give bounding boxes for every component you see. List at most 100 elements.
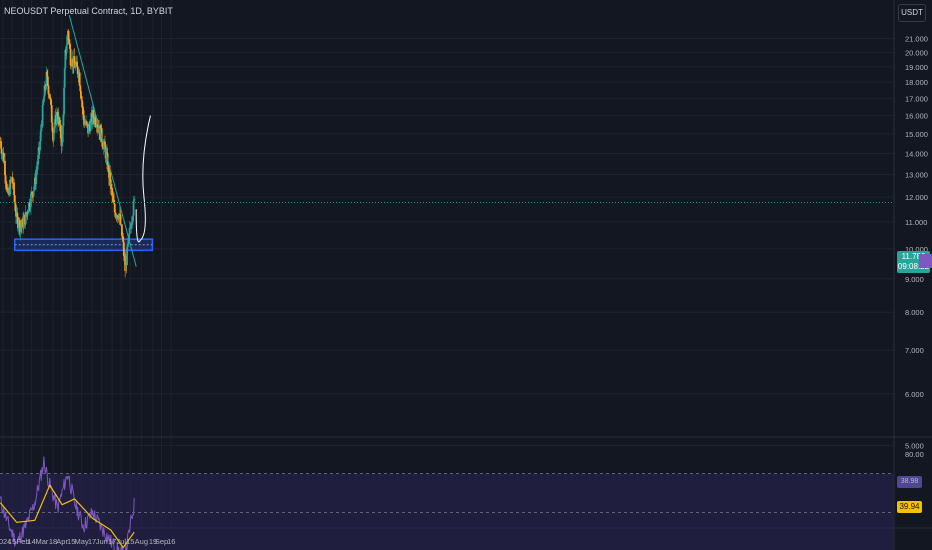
alert-flag-icon[interactable] bbox=[919, 254, 932, 268]
candle-body bbox=[54, 119, 56, 128]
candle-body bbox=[112, 196, 115, 202]
candle-body bbox=[20, 226, 23, 228]
price-axis-label: 14.000 bbox=[905, 149, 928, 158]
candle-body bbox=[32, 190, 35, 197]
candle-body bbox=[83, 119, 86, 125]
candle-body bbox=[130, 223, 133, 228]
candle-body bbox=[79, 85, 82, 92]
candle-body bbox=[63, 68, 66, 88]
candle-body bbox=[124, 261, 127, 271]
candle-body bbox=[27, 212, 30, 214]
candle-body bbox=[42, 101, 45, 105]
candle-body bbox=[133, 198, 136, 201]
candle-body bbox=[18, 220, 21, 232]
candle-body bbox=[44, 86, 47, 89]
trendline-layer bbox=[68, 15, 137, 267]
time-axis-label: May bbox=[75, 537, 89, 546]
time-axis-label: Mar bbox=[36, 537, 49, 546]
candle-body bbox=[53, 127, 56, 134]
candle-body bbox=[81, 100, 84, 107]
time-axis-label: 17 bbox=[88, 537, 96, 546]
candle-body bbox=[107, 165, 110, 178]
candle-body bbox=[47, 85, 50, 95]
candle-body bbox=[113, 203, 116, 213]
price-axis-label: 13.000 bbox=[905, 171, 928, 180]
candle-body bbox=[85, 121, 88, 124]
candle-body bbox=[37, 147, 40, 156]
candle-body bbox=[111, 189, 114, 195]
price-axis-label: 8.000 bbox=[905, 308, 924, 317]
candle-body bbox=[123, 255, 126, 259]
candle-body bbox=[110, 184, 113, 190]
candle-body bbox=[0, 148, 3, 155]
candle-body bbox=[10, 177, 13, 182]
candle-body bbox=[82, 106, 84, 111]
candle-body bbox=[39, 141, 41, 151]
candle-body bbox=[106, 153, 109, 170]
time-axis-label: 15 bbox=[126, 537, 134, 546]
candle-body bbox=[94, 124, 97, 126]
candle-body bbox=[69, 43, 71, 49]
candle-body bbox=[22, 218, 25, 228]
candle-body bbox=[29, 206, 32, 208]
rsi-ma-line bbox=[0, 484, 135, 549]
candle-body bbox=[118, 214, 121, 220]
candle-body bbox=[117, 215, 119, 219]
candle-body bbox=[67, 31, 70, 41]
candle-body bbox=[50, 105, 53, 123]
time-axis-label: 18 bbox=[49, 537, 57, 546]
candle-body bbox=[120, 224, 123, 236]
candle-body bbox=[132, 215, 134, 222]
candle-body bbox=[56, 112, 59, 116]
candle-body bbox=[86, 123, 89, 125]
candle-body bbox=[33, 186, 36, 191]
currency-unit-button[interactable]: USDT bbox=[898, 4, 926, 22]
candle-body bbox=[62, 114, 65, 126]
candle-body bbox=[16, 212, 19, 217]
candle-body bbox=[74, 64, 77, 68]
price-axis-label: 11.000 bbox=[905, 218, 927, 227]
price-axis-label: 6.000 bbox=[905, 390, 924, 399]
time-axis-label: Jul bbox=[116, 537, 126, 546]
time-axis-label: Feb bbox=[17, 537, 30, 546]
candle-body bbox=[58, 117, 61, 126]
time-axis-label: Sep bbox=[155, 537, 168, 546]
candle-body bbox=[127, 237, 130, 245]
candle-body bbox=[119, 214, 121, 215]
candle-body bbox=[37, 155, 39, 166]
candle-body bbox=[35, 169, 38, 174]
candle-body bbox=[94, 116, 97, 125]
projection-layer bbox=[135, 115, 151, 243]
candle-body bbox=[78, 72, 81, 86]
candle-body bbox=[51, 122, 54, 132]
candle-body bbox=[111, 194, 114, 197]
candle-body bbox=[88, 124, 91, 127]
candle-body bbox=[63, 87, 65, 115]
candle-body bbox=[1, 152, 4, 155]
rsi-panel: 80.00 bbox=[0, 450, 924, 550]
candle-body bbox=[9, 180, 12, 195]
price-axis-label: 7.000 bbox=[905, 346, 924, 355]
price-axis-label: 9.000 bbox=[905, 275, 924, 284]
candle-body bbox=[31, 191, 34, 195]
candle-body bbox=[128, 227, 131, 234]
trendline bbox=[68, 15, 137, 267]
candle-body bbox=[40, 127, 43, 131]
candle-body bbox=[130, 227, 132, 229]
price-axis-label: 20.000 bbox=[905, 48, 928, 57]
candle-body bbox=[80, 98, 83, 101]
price-axis-label: 10.000 bbox=[905, 245, 928, 254]
price-axis-label: 19.000 bbox=[905, 63, 928, 72]
candle-body bbox=[132, 200, 135, 216]
chart-legend-title: NEOUSDT Perpetual Contract, 1D, BYBIT bbox=[4, 6, 173, 16]
candle-body bbox=[65, 45, 68, 53]
candle-body bbox=[4, 160, 6, 176]
candle-body bbox=[13, 182, 15, 196]
candle-body bbox=[76, 66, 79, 74]
candle-body bbox=[50, 99, 52, 106]
candle-body bbox=[128, 233, 130, 238]
candle-body bbox=[0, 141, 2, 149]
price-axis-label: 5.000 bbox=[905, 442, 924, 451]
price-axis-label: 17.000 bbox=[905, 94, 928, 103]
